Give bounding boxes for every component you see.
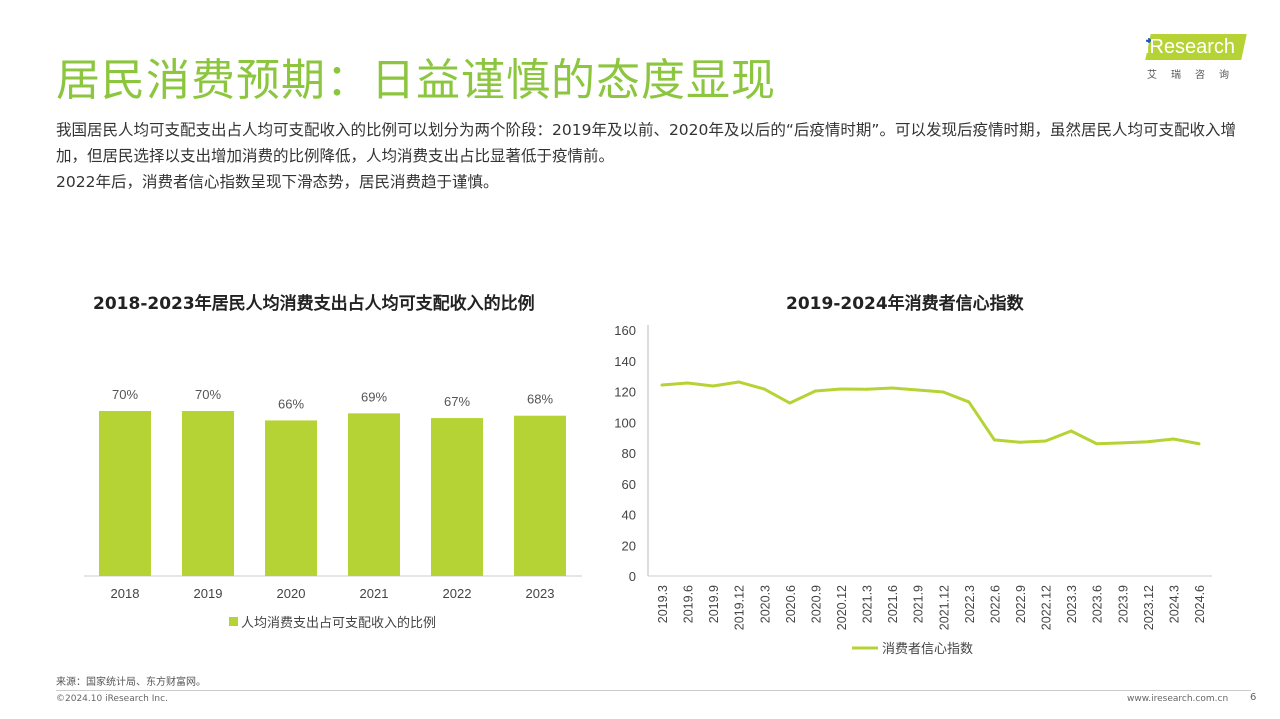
x-tick-label: 2018 bbox=[111, 586, 140, 601]
data-point bbox=[660, 383, 664, 387]
intro-paragraph: 我国居民人均可支配支出占人均可支配收入的比例可以划分为两个阶段：2019年及以前… bbox=[56, 121, 1236, 165]
y-tick-label: 60 bbox=[622, 477, 636, 492]
data-point bbox=[941, 390, 945, 394]
data-point bbox=[1171, 437, 1175, 441]
data-point bbox=[1120, 441, 1124, 445]
x-tick-label: 2021 bbox=[360, 586, 389, 601]
data-point bbox=[890, 386, 894, 390]
x-tick-label: 2022 bbox=[443, 586, 472, 601]
x-tick-label: 2022.6 bbox=[988, 585, 1002, 623]
x-tick-label: 2019.3 bbox=[656, 585, 670, 623]
x-tick-label: 2023.6 bbox=[1091, 585, 1105, 623]
intro-paragraph: 2022年后，消费者信心指数呈现下滑态势，居民消费趋于谨慎。 bbox=[56, 173, 499, 191]
data-point bbox=[992, 438, 996, 442]
x-tick-label: 2021.6 bbox=[886, 585, 900, 623]
data-point bbox=[686, 381, 690, 385]
x-tick-label: 2020 bbox=[277, 586, 306, 601]
y-tick-label: 40 bbox=[622, 508, 636, 523]
x-tick-label: 2019.12 bbox=[733, 585, 747, 630]
y-tick-label: 0 bbox=[629, 569, 636, 584]
legend-label: 人均消费支出占可支配收入的比例 bbox=[241, 615, 436, 630]
x-tick-label: 2024.3 bbox=[1167, 585, 1181, 623]
x-tick-label: 2019 bbox=[194, 586, 223, 601]
x-tick-label: 2022.3 bbox=[963, 585, 977, 623]
iresearch-logo: iResearch 艾瑞咨询 bbox=[1143, 34, 1248, 82]
legend-swatch bbox=[229, 617, 238, 626]
x-tick-label: 2021.9 bbox=[912, 585, 926, 623]
data-label: 70% bbox=[195, 387, 221, 402]
data-label: 67% bbox=[444, 394, 470, 409]
copyright: ©2024.10 iResearch Inc. bbox=[56, 694, 168, 704]
x-tick-label: 2020.9 bbox=[809, 585, 823, 623]
data-point bbox=[1044, 439, 1048, 443]
x-tick-label: 2023 bbox=[526, 586, 555, 601]
data-point bbox=[711, 384, 715, 388]
page-title: 居民消费预期：日益谨慎的态度显现 bbox=[56, 55, 776, 106]
bar-chart-title: 2018-2023年居民人均消费支出占人均可支配收入的比例 bbox=[93, 294, 535, 314]
data-label: 69% bbox=[361, 389, 387, 404]
y-tick-label: 160 bbox=[614, 323, 636, 338]
data-label: 68% bbox=[527, 392, 553, 407]
data-point bbox=[1069, 429, 1073, 433]
source-note: 来源：国家统计局、东方财富网。 bbox=[56, 677, 206, 688]
y-tick-label: 80 bbox=[622, 446, 636, 461]
data-point bbox=[865, 387, 869, 391]
data-point bbox=[916, 388, 920, 392]
x-tick-label: 2022.12 bbox=[1040, 585, 1054, 630]
x-tick-label: 2020.6 bbox=[784, 585, 798, 623]
data-point bbox=[762, 387, 766, 391]
data-point bbox=[737, 380, 741, 384]
bar bbox=[514, 415, 566, 576]
x-tick-label: 2022.9 bbox=[1014, 585, 1028, 623]
y-tick-label: 100 bbox=[614, 415, 636, 430]
logo-text: iResearch bbox=[1145, 36, 1236, 58]
legend-label: 消费者信心指数 bbox=[882, 641, 973, 656]
y-tick-label: 20 bbox=[622, 538, 636, 553]
website: www.iresearch.com.cn bbox=[1127, 694, 1229, 704]
data-label: 66% bbox=[278, 396, 304, 411]
x-tick-label: 2021.3 bbox=[861, 585, 875, 623]
y-tick-label: 140 bbox=[614, 354, 636, 369]
bar bbox=[265, 420, 317, 576]
data-point bbox=[1146, 440, 1150, 444]
bar bbox=[348, 413, 400, 576]
x-tick-label: 2023.12 bbox=[1142, 585, 1156, 630]
x-tick-label: 2020.3 bbox=[758, 585, 772, 623]
logo-sub: 艾瑞咨询 bbox=[1147, 70, 1243, 81]
data-point bbox=[788, 401, 792, 405]
data-point bbox=[1197, 442, 1201, 446]
data-point bbox=[1018, 440, 1022, 444]
bar bbox=[182, 411, 234, 576]
data-point bbox=[1095, 442, 1099, 446]
x-tick-label: 2023.3 bbox=[1065, 585, 1079, 623]
y-tick-label: 120 bbox=[614, 385, 636, 400]
x-tick-label: 2019.9 bbox=[707, 585, 721, 623]
x-tick-label: 2019.6 bbox=[682, 585, 696, 623]
x-tick-label: 2024.6 bbox=[1193, 585, 1207, 623]
data-point bbox=[813, 389, 817, 393]
line-chart-title: 2019-2024年消费者信心指数 bbox=[786, 294, 1024, 314]
data-label: 70% bbox=[112, 387, 138, 402]
x-tick-label: 2023.9 bbox=[1116, 585, 1130, 623]
x-tick-label: 2021.12 bbox=[937, 585, 951, 630]
series-line bbox=[661, 380, 1200, 446]
intro-text: 我国居民人均可支配支出占人均可支配收入的比例可以划分为两个阶段：2019年及以前… bbox=[56, 117, 1236, 195]
x-tick-label: 2020.12 bbox=[835, 585, 849, 630]
page-number: 6 bbox=[1250, 692, 1257, 703]
data-point bbox=[967, 400, 971, 404]
bar bbox=[99, 411, 151, 576]
footer-divider bbox=[56, 690, 1251, 691]
bar bbox=[431, 418, 483, 576]
data-point bbox=[839, 387, 843, 391]
